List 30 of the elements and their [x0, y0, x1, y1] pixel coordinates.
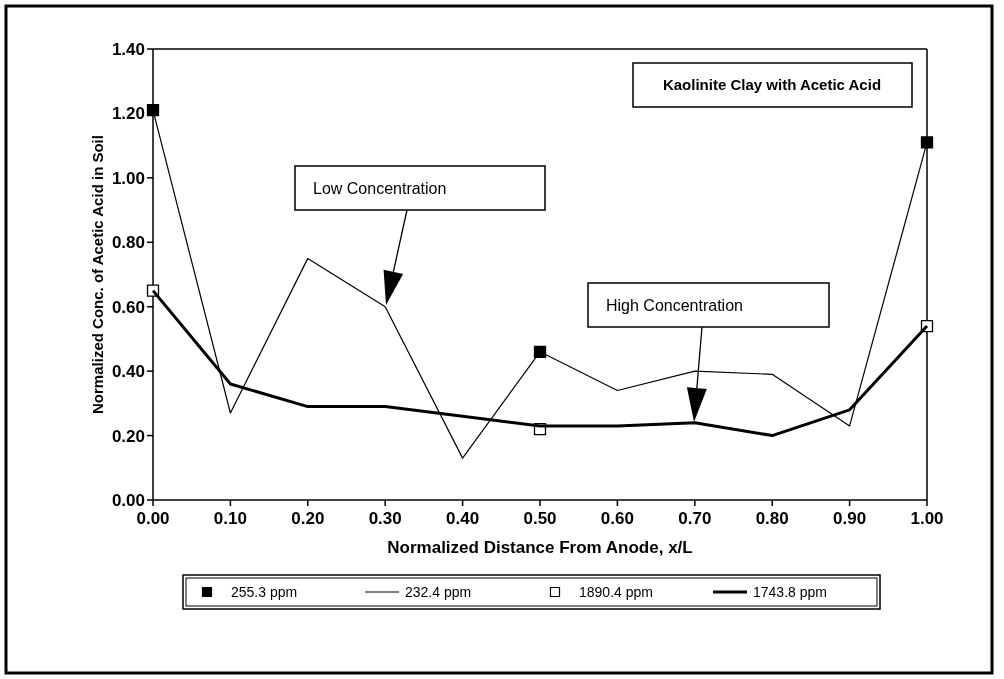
x-tick-label: 0.90 — [833, 509, 867, 528]
text: Kaolinite Clay with Acetic Acid — [662, 76, 882, 94]
annotation: Low Concentration — [313, 179, 447, 197]
point — [920, 136, 934, 149]
x-tick-label: 0.10 — [213, 509, 247, 528]
x-tick-label: 1.00 — [910, 509, 944, 528]
legend-label: 1743.8 ppm — [753, 583, 827, 600]
legend-label: 1890.4 ppm — [579, 583, 653, 600]
x-tick-label: 0.70 — [678, 509, 712, 528]
x-axis-title: Normalized Distance From Anode, x/L — [387, 538, 693, 557]
y-tick-label: 0.40 — [111, 362, 145, 382]
x-tick-label: 0.20 — [291, 509, 325, 528]
x-tick-label: 0.60 — [600, 509, 634, 528]
y-tick-label: 0.00 — [111, 490, 145, 510]
x-tick-label: 0.80 — [755, 509, 789, 528]
y-tick-label: 1.40 — [111, 39, 145, 59]
y-tick-label: 1.00 — [111, 168, 145, 188]
point — [146, 104, 160, 117]
y-tick-label: 0.60 — [111, 297, 145, 317]
y-tick-label: 1.20 — [111, 104, 145, 124]
y-tick-label: 0.20 — [111, 426, 145, 446]
legend-label: 255.3 ppm — [231, 583, 298, 600]
x-tick-label: 0.50 — [523, 509, 557, 528]
annotation: High Concentration — [606, 296, 743, 314]
x-tick-label: 0.40 — [446, 509, 480, 528]
x-tick-label: 0.30 — [368, 509, 402, 528]
legend-label: 232.4 ppm — [405, 583, 472, 600]
x-tick-label: 0.00 — [136, 509, 170, 528]
y-axis-title: Normalized Conc. of Acetic Acid in Soil — [89, 135, 106, 414]
y-tick-label: 0.80 — [111, 233, 145, 253]
